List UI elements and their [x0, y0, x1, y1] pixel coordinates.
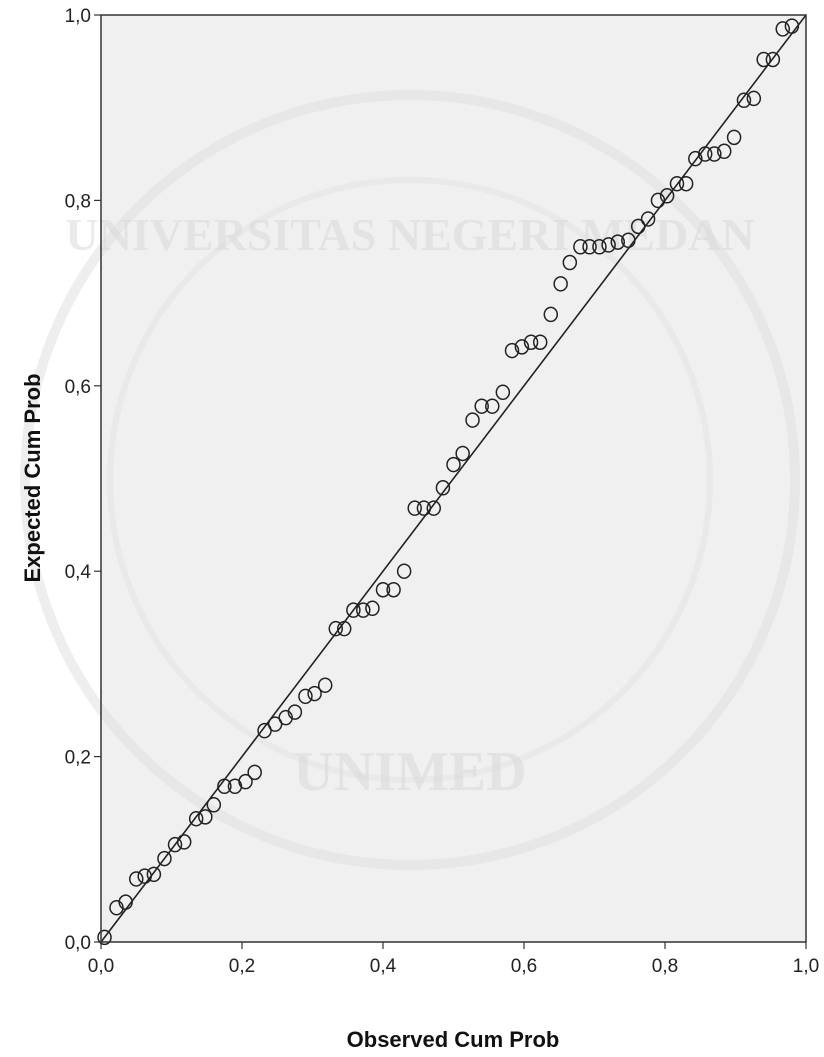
- data-point: [129, 871, 144, 887]
- y-tick-label: 0,8: [65, 191, 91, 212]
- data-point: [532, 334, 548, 350]
- x-tick-label: 0,6: [511, 956, 537, 977]
- watermark-seal-ring: [20, 90, 800, 870]
- y-axis-ticks: 0,0 0,2 0,4 0,6 0,8 1,0: [65, 6, 101, 954]
- x-axis-ticks: 0,0 0,2 0,4 0,6 0,8 1,0: [88, 942, 819, 977]
- data-point: [217, 778, 232, 795]
- data-point: [97, 929, 112, 946]
- data-point: [238, 773, 253, 790]
- data-point: [726, 129, 742, 146]
- data-point: [707, 146, 722, 162]
- data-point: [198, 809, 213, 825]
- data-point: [167, 836, 183, 853]
- y-tick-label: 0,2: [65, 748, 91, 769]
- data-point: [375, 581, 391, 598]
- data-point: [688, 150, 703, 167]
- data-point: [610, 234, 626, 250]
- data-point: [756, 51, 771, 68]
- data-point: [592, 239, 607, 255]
- data-point: [669, 175, 685, 192]
- x-tick-label: 0,0: [88, 956, 114, 977]
- data-point: [137, 868, 152, 884]
- data-point: [407, 500, 422, 516]
- data-point: [543, 306, 559, 323]
- data-point: [465, 412, 480, 428]
- data-point: [176, 834, 192, 850]
- data-point: [504, 342, 520, 359]
- data-point: [188, 810, 204, 827]
- data-point: [630, 218, 646, 235]
- data-point: [396, 563, 412, 579]
- y-tick-label: 0,0: [65, 933, 91, 954]
- data-point: [659, 188, 675, 204]
- watermark: UNIVERSITAS NEGERI MEDAN UNIMED: [20, 90, 800, 870]
- plot-frame: [100, 14, 807, 943]
- watermark-seal-inner: [107, 177, 713, 783]
- x-axis-title: Observed Cum Prob: [347, 1027, 560, 1052]
- data-point: [287, 704, 303, 720]
- data-point: [346, 602, 361, 618]
- data-point: [435, 480, 451, 496]
- data-point: [553, 276, 568, 292]
- data-point: [495, 384, 511, 401]
- data-point: [446, 456, 461, 473]
- data-point: [640, 211, 656, 227]
- data-point: [784, 18, 800, 34]
- x-tick-label: 0,2: [229, 956, 255, 977]
- data-points: [97, 18, 800, 946]
- data-point: [307, 685, 322, 702]
- data-point: [523, 334, 539, 350]
- y-tick-label: 0,4: [65, 562, 92, 583]
- data-point: [736, 92, 752, 109]
- data-point: [267, 716, 283, 732]
- data-point: [336, 620, 352, 637]
- data-point: [356, 602, 371, 618]
- y-tick-label: 1,0: [65, 6, 91, 27]
- x-tick-label: 0,8: [652, 956, 678, 977]
- data-point: [157, 850, 172, 867]
- data-point: [455, 445, 470, 462]
- data-point: [328, 620, 344, 637]
- data-point: [650, 192, 666, 209]
- data-point: [146, 866, 162, 883]
- y-tick-label: 0,6: [65, 377, 91, 398]
- data-point: [562, 254, 578, 271]
- watermark-bottom-text: UNIMED: [293, 741, 526, 803]
- data-point: [365, 600, 380, 617]
- data-point: [426, 500, 442, 516]
- data-point: [573, 239, 588, 255]
- watermark-top-text: UNIVERSITAS NEGERI MEDAN: [65, 209, 754, 260]
- data-point: [118, 894, 133, 910]
- data-point: [678, 175, 694, 192]
- y-axis-title: Expected Cum Prob: [20, 373, 45, 582]
- data-point: [416, 500, 432, 516]
- x-tick-label: 0,4: [370, 956, 397, 977]
- data-point: [298, 688, 313, 705]
- data-point: [206, 797, 222, 813]
- data-point: [765, 51, 781, 68]
- data-point: [716, 143, 732, 160]
- data-point: [247, 764, 262, 781]
- data-point: [514, 339, 530, 355]
- data-point: [474, 398, 489, 414]
- data-point: [775, 21, 790, 37]
- data-point: [317, 677, 333, 693]
- data-point: [697, 146, 713, 162]
- data-point: [746, 90, 762, 107]
- data-point: [582, 239, 597, 255]
- data-point: [485, 398, 500, 414]
- data-point: [621, 232, 636, 249]
- data-point: [386, 581, 401, 598]
- data-point: [601, 237, 616, 253]
- x-tick-label: 1,0: [793, 956, 819, 977]
- data-point: [257, 722, 272, 739]
